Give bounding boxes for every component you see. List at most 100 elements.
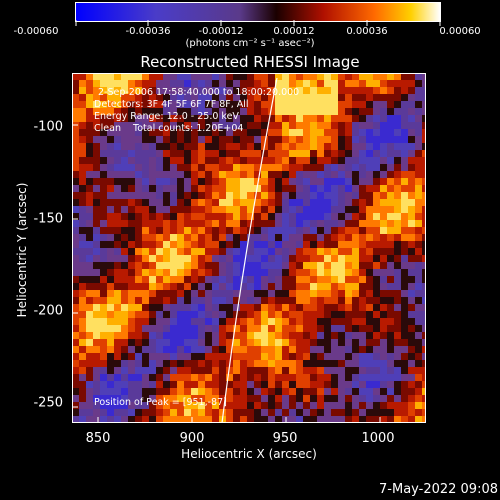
image-pixel: [380, 129, 387, 136]
image-pixel: [380, 171, 387, 178]
image-pixel: [240, 395, 247, 402]
image-pixel: [359, 164, 366, 171]
image-pixel: [212, 402, 219, 409]
image-pixel: [422, 108, 426, 115]
image-pixel: [268, 185, 275, 192]
image-pixel: [380, 388, 387, 395]
image-pixel: [415, 220, 422, 227]
image-pixel: [331, 374, 338, 381]
image-pixel: [79, 73, 86, 80]
image-pixel: [205, 234, 212, 241]
image-pixel: [310, 409, 317, 416]
image-pixel: [380, 220, 387, 227]
image-pixel: [261, 164, 268, 171]
image-pixel: [268, 87, 275, 94]
image-pixel: [359, 304, 366, 311]
image-pixel: [380, 318, 387, 325]
image-pixel: [226, 332, 233, 339]
image-pixel: [219, 325, 226, 332]
image-pixel: [289, 311, 296, 318]
image-pixel: [184, 297, 191, 304]
image-pixel: [331, 269, 338, 276]
image-pixel: [226, 395, 233, 402]
image-pixel: [373, 325, 380, 332]
image-pixel: [401, 227, 408, 234]
image-pixel: [324, 185, 331, 192]
image-pixel: [142, 94, 149, 101]
image-pixel: [324, 87, 331, 94]
image-pixel: [324, 360, 331, 367]
image-pixel: [191, 101, 198, 108]
image-pixel: [226, 255, 233, 262]
image-pixel: [275, 73, 282, 80]
image-pixel: [177, 395, 184, 402]
image-pixel: [268, 339, 275, 346]
image-pixel: [191, 409, 198, 416]
image-pixel: [149, 143, 156, 150]
image-pixel: [408, 185, 415, 192]
image-pixel: [128, 80, 135, 87]
image-pixel: [352, 185, 359, 192]
image-pixel: [254, 199, 261, 206]
image-pixel: [100, 143, 107, 150]
image-pixel: [408, 332, 415, 339]
image-pixel: [359, 269, 366, 276]
image-pixel: [191, 332, 198, 339]
image-pixel: [100, 290, 107, 297]
image-pixel: [317, 269, 324, 276]
image-pixel: [296, 283, 303, 290]
image-pixel: [317, 185, 324, 192]
image-pixel: [177, 129, 184, 136]
image-pixel: [198, 388, 205, 395]
image-pixel: [212, 353, 219, 360]
image-pixel: [198, 171, 205, 178]
image-pixel: [394, 129, 401, 136]
image-pixel: [338, 416, 345, 423]
image-pixel: [303, 248, 310, 255]
image-pixel: [212, 255, 219, 262]
image-pixel: [345, 171, 352, 178]
image-pixel: [275, 248, 282, 255]
image-pixel: [415, 325, 422, 332]
image-pixel: [254, 87, 261, 94]
image-pixel: [373, 381, 380, 388]
image-pixel: [422, 164, 426, 171]
image-pixel: [324, 101, 331, 108]
image-pixel: [240, 94, 247, 101]
image-pixel: [401, 122, 408, 129]
image-pixel: [366, 150, 373, 157]
image-pixel: [303, 297, 310, 304]
image-pixel: [254, 395, 261, 402]
image-pixel: [394, 297, 401, 304]
energy-range-annotation: Energy Range: 12.0 - 25.0 keV: [94, 111, 239, 122]
image-pixel: [373, 178, 380, 185]
image-pixel: [100, 122, 107, 129]
image-pixel: [149, 339, 156, 346]
image-pixel: [163, 304, 170, 311]
image-pixel: [254, 332, 261, 339]
image-pixel: [149, 388, 156, 395]
image-pixel: [226, 374, 233, 381]
image-pixel: [422, 416, 426, 423]
image-pixel: [422, 234, 426, 241]
image-pixel: [275, 262, 282, 269]
image-pixel: [86, 213, 93, 220]
image-pixel: [387, 234, 394, 241]
image-pixel: [373, 402, 380, 409]
image-pixel: [128, 255, 135, 262]
image-pixel: [380, 304, 387, 311]
image-pixel: [331, 206, 338, 213]
image-pixel: [93, 332, 100, 339]
image-pixel: [310, 374, 317, 381]
image-pixel: [240, 87, 247, 94]
image-pixel: [352, 199, 359, 206]
image-pixel: [72, 311, 79, 318]
image-pixel: [415, 80, 422, 87]
image-pixel: [401, 199, 408, 206]
image-pixel: [184, 255, 191, 262]
image-pixel: [331, 318, 338, 325]
image-pixel: [254, 115, 261, 122]
image-pixel: [296, 409, 303, 416]
image-pixel: [121, 122, 128, 129]
image-pixel: [317, 332, 324, 339]
